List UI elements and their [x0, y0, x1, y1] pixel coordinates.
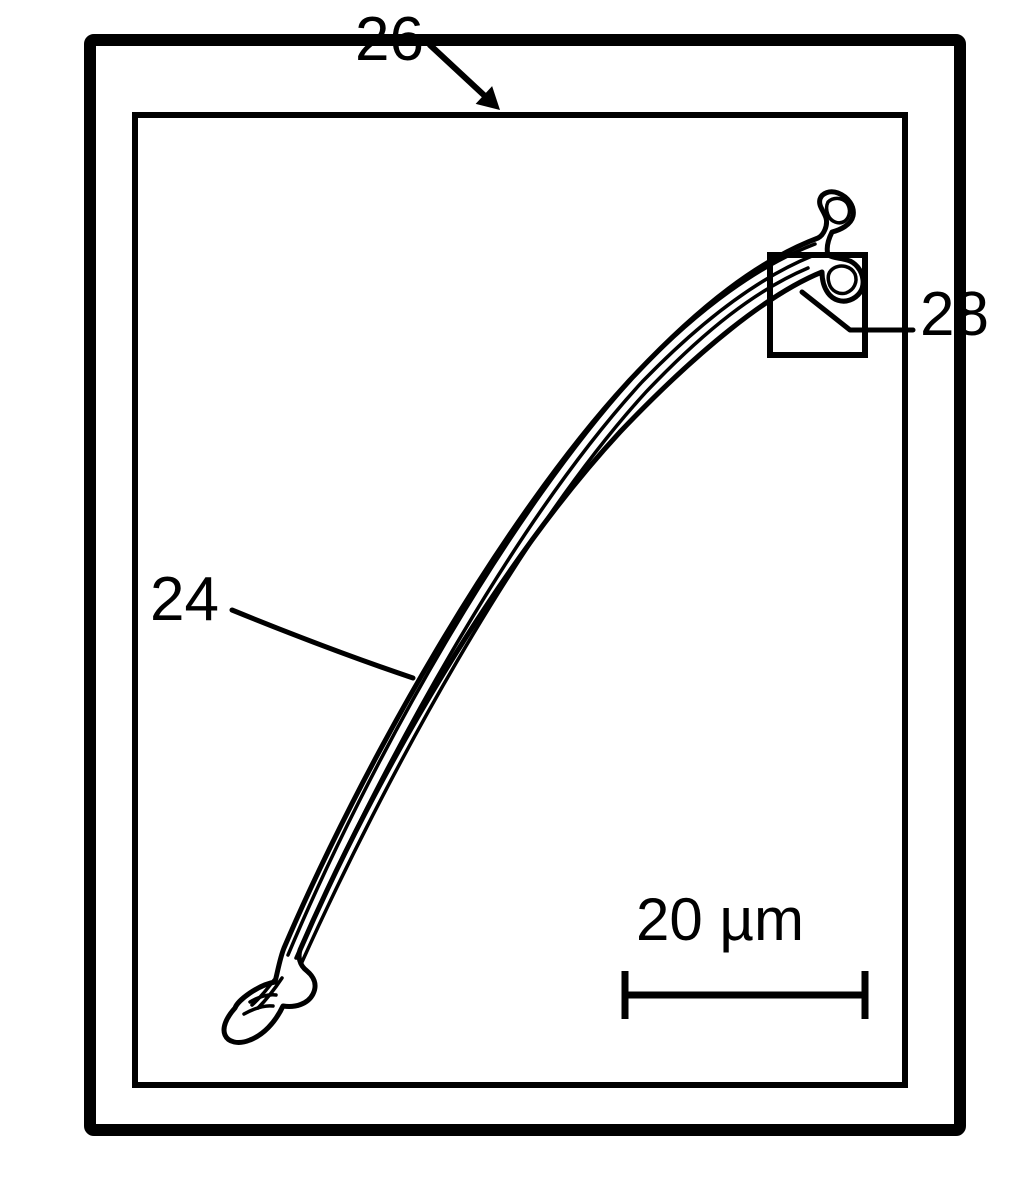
label-24: 24 — [150, 565, 219, 634]
label-28: 28 — [920, 280, 989, 349]
scale-bar-label: 20 µm — [636, 886, 804, 953]
figure-svg: 20 µm 26 24 28 — [0, 0, 1027, 1178]
label-26: 26 — [355, 5, 424, 74]
